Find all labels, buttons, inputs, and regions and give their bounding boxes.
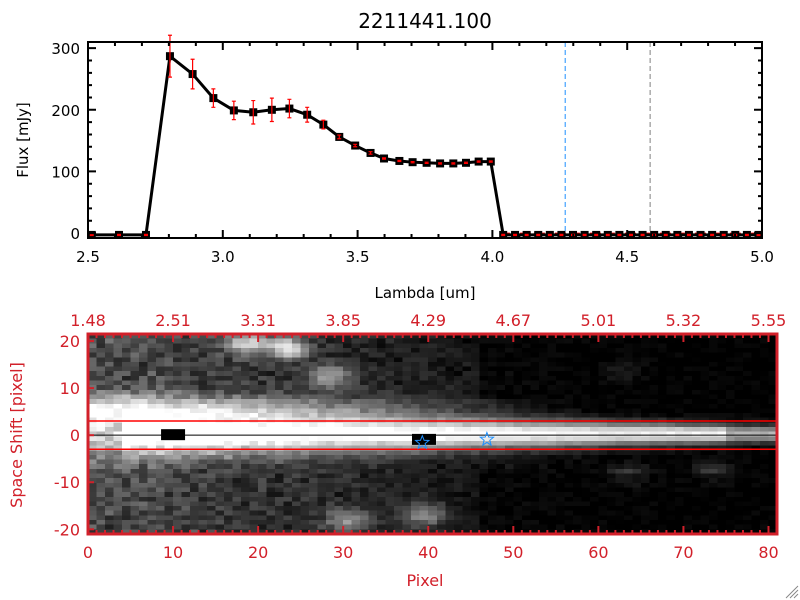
y-tick-label: 10 [60,379,80,398]
star-icon [414,434,431,450]
error-bar [117,233,122,237]
error-bar [547,233,552,237]
error-bar [476,160,481,163]
error-bar [628,233,633,237]
error-bar [321,119,326,130]
error-bar [438,162,443,165]
bottom-ylabel: Space Shift [pixel] [7,362,26,508]
y-tick-label: 100 [51,163,80,181]
error-bar [559,233,564,237]
error-bar [488,160,493,163]
error-bar [617,233,622,237]
x-tick-label: 50 [503,543,523,562]
top-wavelength-tick-label: 1.48 [70,311,106,330]
x-tick-label: 10 [163,543,183,562]
error-bar [605,233,610,237]
error-bar [287,98,292,119]
x-tick-label: 4.0 [480,248,504,266]
x-tick-label: 5.0 [750,248,774,266]
top-wavelength-tick-label: 3.31 [240,311,276,330]
y-tick-label: -20 [54,520,80,539]
x-tick-label: 0 [83,543,93,562]
x-tick-label: 4.5 [615,248,639,266]
top-wavelength-tick-label: 5.01 [581,311,617,330]
error-bar [686,233,691,237]
error-bar [756,233,761,237]
x-tick-label: 70 [673,543,693,562]
bottom-xlabel: Pixel [406,571,443,590]
resize-grip-icon[interactable] [785,585,799,599]
x-tick-label: 40 [418,543,438,562]
star-icon [478,430,495,447]
x-tick-label: 60 [588,543,608,562]
y-tick-label: 0 [70,225,80,243]
error-bar [501,233,506,237]
y-tick-label: 300 [51,40,80,58]
error-bar [382,157,387,160]
error-bar [211,88,216,108]
plot-frame [87,41,763,239]
error-bar [397,159,402,163]
error-bar [463,161,468,165]
error-bar [744,233,749,237]
top-wavelength-tick-label: 5.55 [751,311,787,330]
x-tick-label: 3.5 [346,248,370,266]
error-bar [231,100,236,121]
error-bar [305,106,310,123]
top-wavelength-tick-label: 3.85 [325,311,361,330]
top-wavelength-tick-label: 2.51 [155,311,191,330]
error-bar [698,233,703,237]
top-wavelength-tick-label: 4.67 [495,311,531,330]
top-ylabel: Flux [mJy] [14,102,32,178]
error-bar [513,233,518,237]
chart-title: 2211441.100 [358,9,492,33]
top-wavelength-tick-label: 5.32 [666,311,702,330]
error-bar [337,134,342,140]
error-bar [353,143,358,148]
x-tick-label: 3.0 [211,248,235,266]
error-bar [524,233,529,237]
error-bar [269,97,274,123]
y-tick-label: 20 [60,332,80,351]
error-bar [594,233,599,237]
error-bar [640,233,645,237]
y-tick-label: 0 [70,426,80,445]
error-bar [675,233,680,237]
error-bar [451,162,456,165]
x-tick-label: 20 [248,543,268,562]
error-bar [89,233,94,237]
error-bar [663,233,668,237]
error-bar [190,58,195,90]
error-bar [721,233,726,237]
flux-line [91,53,759,237]
error-bar [710,233,715,237]
error-bar [251,99,256,125]
image-frame [86,332,779,536]
y-tick-label: -10 [54,473,80,492]
error-bar [424,161,429,165]
y-tick-label: 200 [51,102,80,120]
error-bar [536,233,541,237]
x-tick-label: 2.5 [76,248,100,266]
x-tick-label: 80 [758,543,778,562]
top-xlabel: Lambda [um] [375,284,476,302]
error-bar [582,233,587,237]
error-bar [143,233,148,237]
error-bar [368,151,373,155]
x-tick-label: 30 [333,543,353,562]
error-bar [410,160,415,164]
top-wavelength-tick-label: 4.29 [410,311,446,330]
